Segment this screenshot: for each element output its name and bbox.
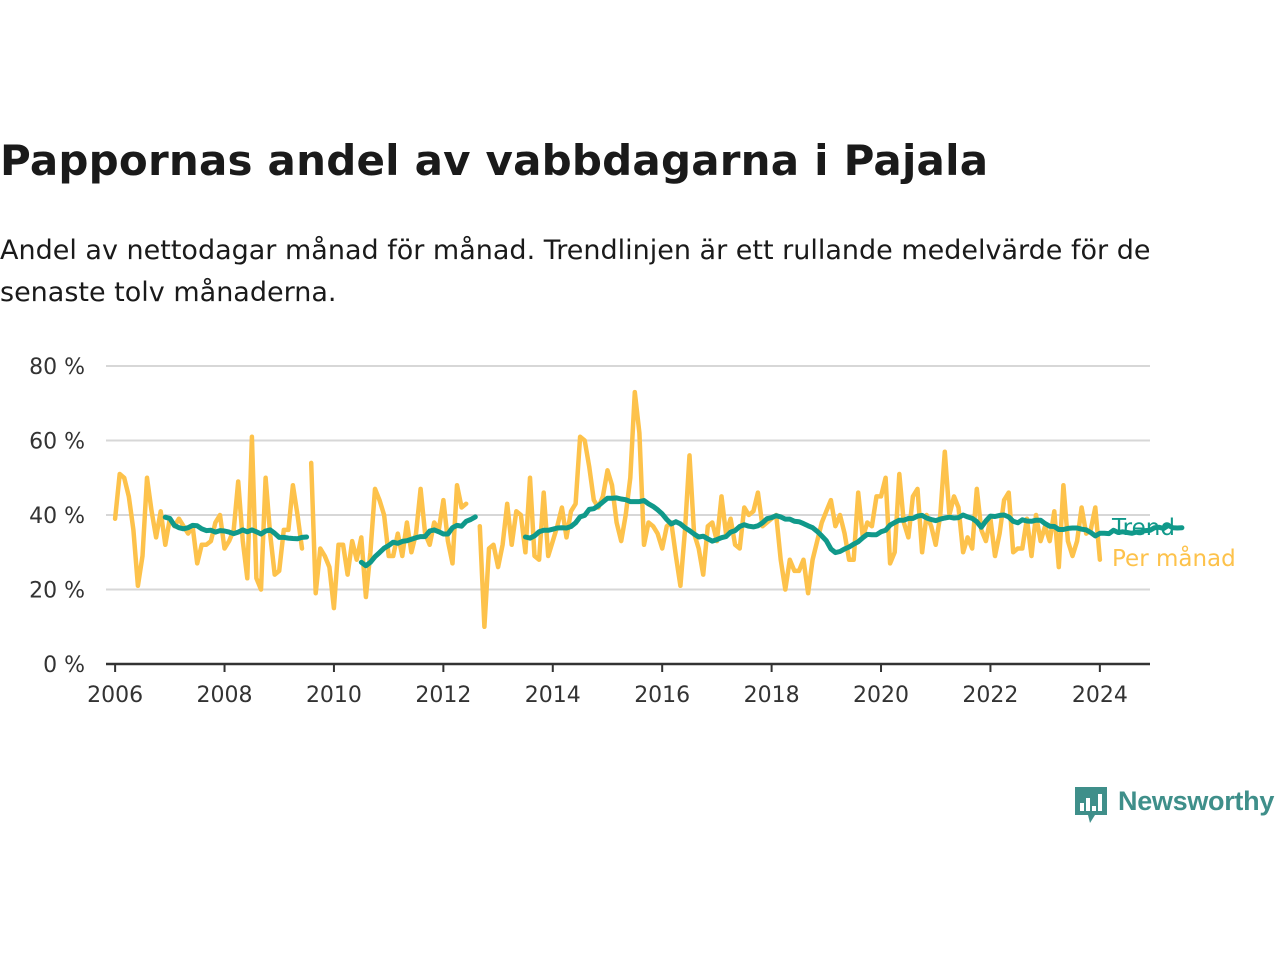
series-per-manad xyxy=(112,389,1103,630)
series-line-segment xyxy=(522,495,1185,556)
x-tick-label: 2010 xyxy=(306,683,362,708)
y-tick-label: 20 % xyxy=(29,579,85,604)
chart-title: Pappornas andel av vabbdagarna i Pajala xyxy=(0,136,989,185)
series-line-segment xyxy=(477,389,1103,630)
legend-per-manad: Per månad xyxy=(1112,544,1236,572)
series-line-segment xyxy=(308,460,469,611)
series-line-segment xyxy=(358,514,478,569)
x-tick-label: 2016 xyxy=(634,683,690,708)
x-tick-label: 2022 xyxy=(962,683,1018,708)
y-tick-label: 40 % xyxy=(29,504,85,529)
x-tick-label: 2024 xyxy=(1072,683,1128,708)
x-tick-label: 2014 xyxy=(525,683,581,708)
y-tick-label: 0 % xyxy=(43,653,85,678)
series-line-segment xyxy=(112,434,305,592)
series-lines xyxy=(112,389,1185,630)
x-tick-label: 2008 xyxy=(197,683,253,708)
newsworthy-logo-icon xyxy=(1075,787,1107,823)
y-tick-label: 80 % xyxy=(29,355,85,380)
grid-lines xyxy=(106,365,1150,591)
x-tick-label: 2006 xyxy=(87,683,143,708)
x-axis: 2006 2008 2010 2012 2014 2016 2018 2020 2022 2024 xyxy=(87,662,1150,708)
x-tick-label: 2012 xyxy=(415,683,471,708)
x-tick-label: 2020 xyxy=(853,683,909,708)
brand-name: Newsworthy xyxy=(1118,786,1275,816)
series-trend xyxy=(162,495,1185,569)
y-axis-labels: 0 % 20 % 40 % 60 % 80 % xyxy=(29,355,85,678)
inline-legend: Trend Per månad xyxy=(1111,515,1236,572)
legend-trend: Trend xyxy=(1111,515,1175,541)
x-tick-label: 2018 xyxy=(744,683,800,708)
chart-subtitle: Andel av nettodagar månad för månad. Tre… xyxy=(0,235,1151,308)
y-tick-label: 60 % xyxy=(29,430,85,455)
series-line-segment xyxy=(162,514,310,542)
